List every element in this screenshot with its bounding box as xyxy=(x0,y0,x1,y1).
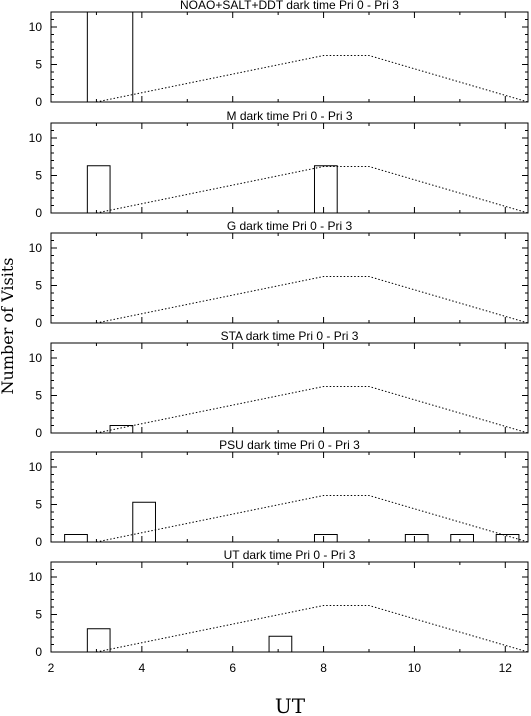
panel-frame xyxy=(50,122,529,214)
y-tick-label: 0 xyxy=(35,95,42,109)
dark-time-curve xyxy=(96,495,529,543)
y-tick-label: 0 xyxy=(35,535,42,549)
y-tick-label: 0 xyxy=(35,206,42,220)
y-tick-label: 10 xyxy=(29,570,43,584)
dark-time-curve xyxy=(96,166,529,214)
y-tick-label: 5 xyxy=(35,389,42,403)
dark-time-curve xyxy=(96,55,529,103)
histogram-bar xyxy=(450,534,474,543)
chart-panel: NOAO+SALT+DDT dark time Pri 0 - Pri 3 0 5 1… xyxy=(29,0,529,109)
y-tick-label: 5 xyxy=(35,498,42,512)
dark-time-curve xyxy=(96,605,529,653)
y-tick-label: 5 xyxy=(35,58,42,72)
histogram-bar xyxy=(313,534,338,543)
y-tick-label: 10 xyxy=(29,460,43,474)
y-tick-label: 10 xyxy=(29,20,43,34)
x-tick-label: 10 xyxy=(408,661,422,675)
histogram-bar xyxy=(64,534,88,543)
chart-panel: M dark time Pri 0 - Pri 3 0 5 10 xyxy=(29,109,529,220)
histogram-bar xyxy=(132,501,156,543)
panel-title: UT dark time Pri 0 - Pri 3 xyxy=(224,548,356,562)
panel-frame xyxy=(50,342,529,434)
panel-title: M dark time Pri 0 - Pri 3 xyxy=(226,109,352,123)
y-tick-label: 5 xyxy=(35,279,42,293)
y-tick-label: 5 xyxy=(35,608,42,622)
histogram-bar xyxy=(86,11,134,103)
histogram-bar xyxy=(313,165,338,214)
y-tick-label: 10 xyxy=(29,241,43,255)
x-tick-label: 4 xyxy=(139,661,146,675)
panel-frame xyxy=(50,232,529,324)
dark-time-curve xyxy=(96,276,529,324)
panel-title: PSU dark time Pri 0 - Pri 3 xyxy=(219,438,360,452)
histogram-bar xyxy=(86,165,111,214)
panel-frame xyxy=(50,11,529,103)
panels: NOAO+SALT+DDT dark time Pri 0 - Pri 3 0 5 1… xyxy=(29,0,529,675)
y-tick-label: 5 xyxy=(35,169,42,183)
chart-panel: G dark time Pri 0 - Pri 3 0 5 10 xyxy=(29,219,529,330)
x-axis-title: UT xyxy=(275,694,306,716)
y-tick-label: 0 xyxy=(35,645,42,659)
x-tick-label: 12 xyxy=(499,661,513,675)
y-axis-title: Number of Visits xyxy=(0,258,17,395)
panel-frame xyxy=(50,451,529,543)
histogram-bar xyxy=(109,425,134,434)
histogram-bar xyxy=(86,628,111,653)
x-tick-label: 2 xyxy=(48,661,55,675)
histogram-bar xyxy=(268,635,293,653)
y-tick-label: 10 xyxy=(29,351,43,365)
x-tick-label: 6 xyxy=(229,661,236,675)
panel-title: STA dark time Pri 0 - Pri 3 xyxy=(221,329,359,343)
panel-title: G dark time Pri 0 - Pri 3 xyxy=(227,219,353,233)
y-tick-label: 0 xyxy=(35,426,42,440)
chart-panel: UT dark time Pri 0 - Pri 3 0 5 10 2 4 6 8 10 12 xyxy=(29,548,529,675)
y-tick-label: 0 xyxy=(35,316,42,330)
dark-time-curve xyxy=(96,386,529,434)
histogram-bar xyxy=(495,534,520,543)
panel-frame xyxy=(50,561,529,653)
histogram-bar xyxy=(404,534,429,543)
chart-panel: STA dark time Pri 0 - Pri 3 0 5 10 xyxy=(29,329,529,440)
panel-title: NOAO+SALT+DDT dark time Pri 0 - Pri 3 xyxy=(180,0,399,12)
y-tick-label: 10 xyxy=(29,131,43,145)
chart-panel: PSU dark time Pri 0 - Pri 3 0 5 10 xyxy=(29,438,529,549)
x-tick-label: 8 xyxy=(320,661,327,675)
